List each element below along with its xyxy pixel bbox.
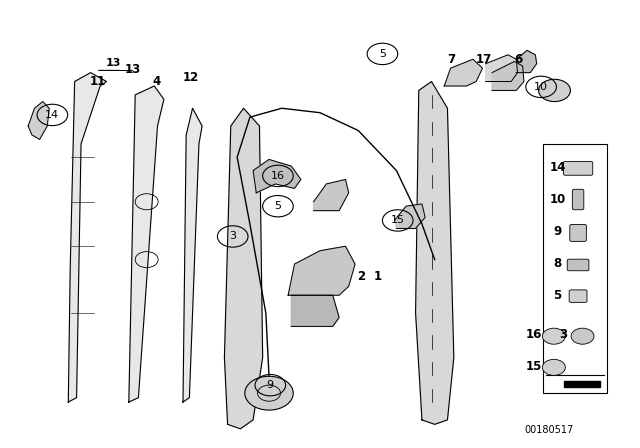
Text: 10: 10 [534, 82, 548, 92]
Polygon shape [516, 50, 537, 73]
Circle shape [542, 328, 565, 344]
FancyBboxPatch shape [567, 259, 589, 271]
Text: 11: 11 [90, 75, 106, 88]
Polygon shape [183, 108, 202, 402]
Polygon shape [129, 86, 164, 402]
Text: 6: 6 [515, 53, 523, 66]
FancyBboxPatch shape [570, 224, 586, 241]
Text: 13: 13 [105, 58, 120, 68]
FancyBboxPatch shape [569, 290, 587, 302]
Text: 9: 9 [267, 380, 274, 390]
Polygon shape [564, 381, 600, 387]
Text: 15: 15 [391, 215, 404, 225]
Text: 5: 5 [554, 289, 562, 302]
Polygon shape [314, 180, 349, 211]
Text: 14: 14 [550, 160, 566, 173]
Text: 16: 16 [271, 171, 285, 181]
Polygon shape [288, 246, 355, 295]
Text: 14: 14 [45, 110, 60, 120]
Text: 9: 9 [554, 225, 562, 238]
Circle shape [245, 376, 293, 410]
Polygon shape [492, 61, 524, 90]
Polygon shape [395, 204, 425, 228]
Text: 3: 3 [559, 328, 568, 341]
Polygon shape [486, 55, 518, 82]
Polygon shape [291, 295, 339, 327]
Polygon shape [253, 159, 301, 193]
Text: 16: 16 [526, 328, 542, 341]
Text: 2: 2 [356, 270, 365, 283]
Text: 5: 5 [379, 49, 386, 59]
Circle shape [542, 359, 565, 375]
Polygon shape [68, 73, 106, 402]
Text: 7: 7 [447, 53, 455, 66]
Circle shape [539, 79, 570, 102]
Text: 13: 13 [124, 63, 141, 76]
Text: 12: 12 [183, 71, 200, 84]
Text: 10: 10 [550, 193, 566, 206]
Circle shape [571, 328, 594, 344]
FancyBboxPatch shape [563, 161, 593, 175]
Polygon shape [225, 108, 262, 429]
Text: 8: 8 [554, 257, 562, 270]
Text: 3: 3 [229, 232, 236, 241]
Text: 00180517: 00180517 [524, 426, 573, 435]
Text: 15: 15 [526, 360, 542, 373]
Text: 5: 5 [275, 201, 282, 211]
Text: 17: 17 [476, 53, 492, 66]
Polygon shape [444, 59, 483, 86]
Text: 4: 4 [152, 75, 161, 88]
Polygon shape [415, 82, 454, 424]
Text: 1: 1 [373, 270, 381, 283]
Polygon shape [28, 102, 49, 139]
FancyBboxPatch shape [572, 189, 584, 210]
